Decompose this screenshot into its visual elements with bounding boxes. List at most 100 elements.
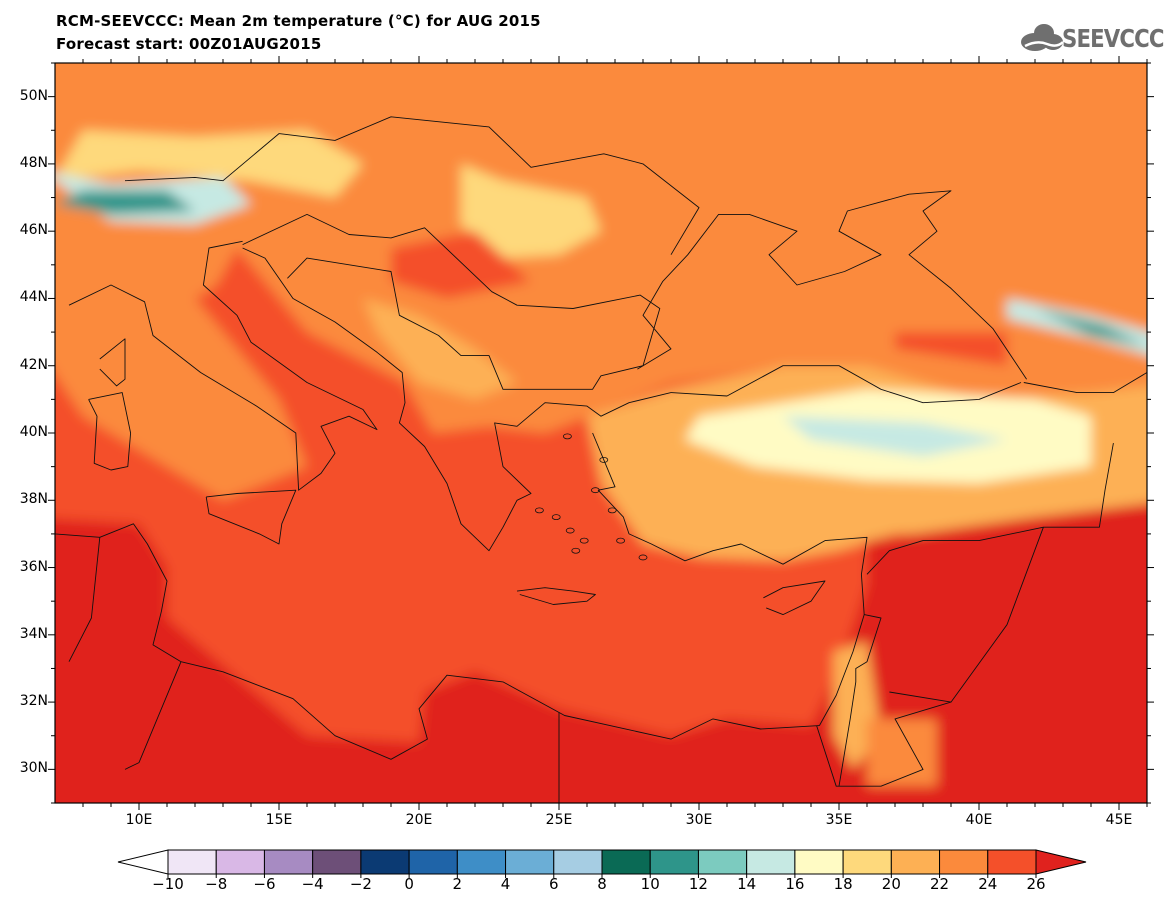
colorbar-swatch bbox=[601, 849, 651, 875]
jordan-plateau bbox=[867, 718, 937, 787]
colorbar-swatch bbox=[408, 849, 458, 875]
aegean-island bbox=[551, 514, 561, 520]
colorbar-swatch bbox=[697, 849, 748, 875]
colorbar-swatch bbox=[167, 849, 217, 875]
lat-label: 44N bbox=[19, 289, 48, 306]
black-sea-coastline bbox=[637, 190, 1027, 380]
colorbar-label: 20 bbox=[881, 875, 901, 893]
colorbar-label: 4 bbox=[500, 875, 511, 893]
carpathians bbox=[461, 163, 601, 259]
central-border bbox=[124, 116, 700, 255]
colorbar-label: 0 bbox=[404, 875, 414, 893]
colorbar-swatch bbox=[312, 849, 362, 875]
lat-label: 50N bbox=[19, 87, 48, 104]
aegean-island bbox=[599, 457, 609, 463]
forecast-start-label: Forecast start: 00Z01AUG2015 bbox=[56, 35, 322, 53]
map-title: RCM-SEEVCCC: Mean 2m temperature (°C) fo… bbox=[56, 12, 541, 30]
aegean-island bbox=[616, 537, 625, 544]
italy-coastline bbox=[68, 240, 378, 491]
colorbar-under-arrow bbox=[117, 849, 169, 875]
aegean-island bbox=[638, 554, 648, 561]
colorbar-label: 16 bbox=[785, 875, 805, 893]
colorbar-swatch bbox=[746, 849, 796, 875]
colorbar-label: −6 bbox=[253, 875, 276, 893]
lat-label: 40N bbox=[19, 424, 48, 440]
sicily-coast bbox=[205, 489, 297, 545]
temperature-field bbox=[55, 63, 1147, 803]
georgia-border bbox=[1023, 372, 1147, 394]
corsica-coast bbox=[99, 338, 126, 387]
colorbar-swatch bbox=[987, 849, 1037, 875]
axis-ticks bbox=[48, 56, 1154, 810]
lat-label: 42N bbox=[19, 356, 48, 373]
colorbar-swatch bbox=[842, 849, 892, 875]
turkey-south-coast bbox=[592, 432, 868, 726]
aegean-island bbox=[571, 547, 581, 554]
jordan-border bbox=[839, 701, 952, 787]
lat-label: 36N bbox=[19, 558, 48, 575]
colorbar-label: −4 bbox=[301, 875, 324, 893]
colorbar-label: 2 bbox=[452, 875, 463, 893]
balkans-highlands bbox=[363, 298, 517, 400]
aegean-island bbox=[565, 527, 575, 534]
colorbar-swatch bbox=[553, 849, 603, 875]
balkan-coastline bbox=[242, 247, 672, 552]
syria-iraq-border bbox=[889, 527, 1044, 703]
colorbar-swatch bbox=[456, 849, 507, 875]
lon-label: 45E bbox=[1105, 812, 1133, 828]
lon-label: 10E bbox=[125, 812, 153, 828]
sardinia-coast bbox=[88, 392, 132, 471]
colorbar-label: 18 bbox=[833, 875, 853, 893]
colorbar-swatch bbox=[505, 849, 555, 875]
algeria-tunisia-border bbox=[68, 537, 101, 662]
colorbar-swatch bbox=[215, 849, 265, 875]
lat-label: 48N bbox=[19, 154, 48, 171]
alps-foothills bbox=[55, 130, 363, 198]
lon-label: 15E bbox=[265, 812, 293, 828]
colorbar-label: −2 bbox=[349, 875, 372, 893]
pannonian-hot bbox=[391, 231, 531, 299]
aegean-island bbox=[535, 507, 544, 514]
colorbar-swatch bbox=[649, 849, 699, 875]
caucasus-core bbox=[1035, 308, 1147, 346]
lat-label: 46N bbox=[19, 222, 48, 239]
lon-label: 40E bbox=[965, 812, 993, 828]
lon-label: 30E bbox=[685, 812, 713, 828]
turkey-syria-border bbox=[866, 443, 1114, 575]
lon-label: 25E bbox=[545, 812, 573, 828]
lon-label: 35E bbox=[825, 812, 853, 828]
colorbar-label: 26 bbox=[1026, 875, 1046, 893]
colorbar-swatch bbox=[360, 849, 410, 875]
country-borders bbox=[55, 116, 1147, 803]
colorbar-label: 6 bbox=[548, 875, 559, 893]
colorbar-label: −8 bbox=[205, 875, 228, 893]
tunisia-libya-border bbox=[124, 661, 182, 770]
colorbar-label: 8 bbox=[597, 875, 607, 893]
colorbar-label: 24 bbox=[978, 875, 998, 893]
turkey-north-coast bbox=[670, 365, 1022, 404]
lon-label: 20E bbox=[405, 812, 433, 828]
lat-label: 32N bbox=[19, 693, 48, 710]
aegean-island bbox=[579, 537, 589, 544]
colorbar-label: 12 bbox=[688, 875, 708, 893]
colorbar-swatch bbox=[890, 849, 941, 875]
aegean-island bbox=[607, 507, 617, 514]
logo-text: SEEVCCC bbox=[1062, 24, 1164, 53]
colorbar-label: 22 bbox=[930, 875, 950, 893]
colorbar-swatch bbox=[263, 849, 314, 875]
colorbar-label: −10 bbox=[152, 875, 184, 893]
levant-borders bbox=[816, 614, 882, 787]
seevccc-logo bbox=[1021, 24, 1064, 51]
cyprus-coast bbox=[763, 580, 826, 616]
lat-label: 34N bbox=[19, 625, 48, 642]
crete-coast bbox=[516, 587, 596, 605]
lat-label: 38N bbox=[19, 491, 48, 508]
lat-label: 30N bbox=[19, 760, 48, 777]
colorbar-label: 10 bbox=[640, 875, 660, 893]
aegean-island bbox=[563, 433, 572, 440]
black-sea-warm bbox=[895, 332, 1007, 366]
colorbar-swatch bbox=[939, 849, 989, 875]
anatolia-cold-spot bbox=[783, 416, 1007, 457]
colorbar-label: 14 bbox=[737, 875, 757, 893]
